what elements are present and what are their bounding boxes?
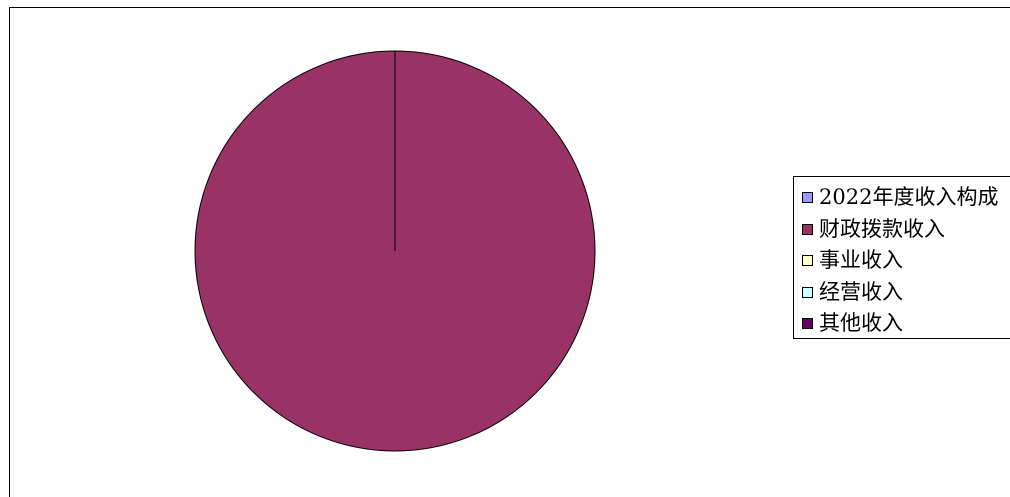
chart-area: 2022年度收入构成 财政拨款收入 事业收入经营收入其他收入 bbox=[9, 7, 1010, 497]
legend-label: 经营收入 bbox=[819, 279, 903, 304]
legend-label: 事业收入 bbox=[819, 248, 903, 273]
chart-legend: 2022年度收入构成 财政拨款收入 事业收入经营收入其他收入 bbox=[793, 176, 1010, 339]
legend-label: 2022年度收入构成 bbox=[819, 185, 999, 210]
legend-item: 经营收入 bbox=[802, 277, 1010, 309]
pie-chart bbox=[194, 50, 596, 452]
legend-item: 其他收入 bbox=[802, 308, 1010, 340]
legend-swatch bbox=[802, 223, 813, 235]
legend-item: 事业收入 bbox=[802, 245, 1010, 277]
legend-item: 财政拨款收入 bbox=[802, 214, 1010, 246]
legend-label: 其他收入 bbox=[819, 311, 903, 336]
legend-item: 2022年度收入构成 bbox=[802, 182, 1010, 214]
legend-swatch bbox=[802, 255, 813, 267]
legend-swatch bbox=[802, 286, 813, 298]
legend-swatch bbox=[802, 318, 813, 330]
legend-label: 财政拨款收入 bbox=[819, 216, 945, 241]
legend-swatch bbox=[802, 192, 813, 204]
